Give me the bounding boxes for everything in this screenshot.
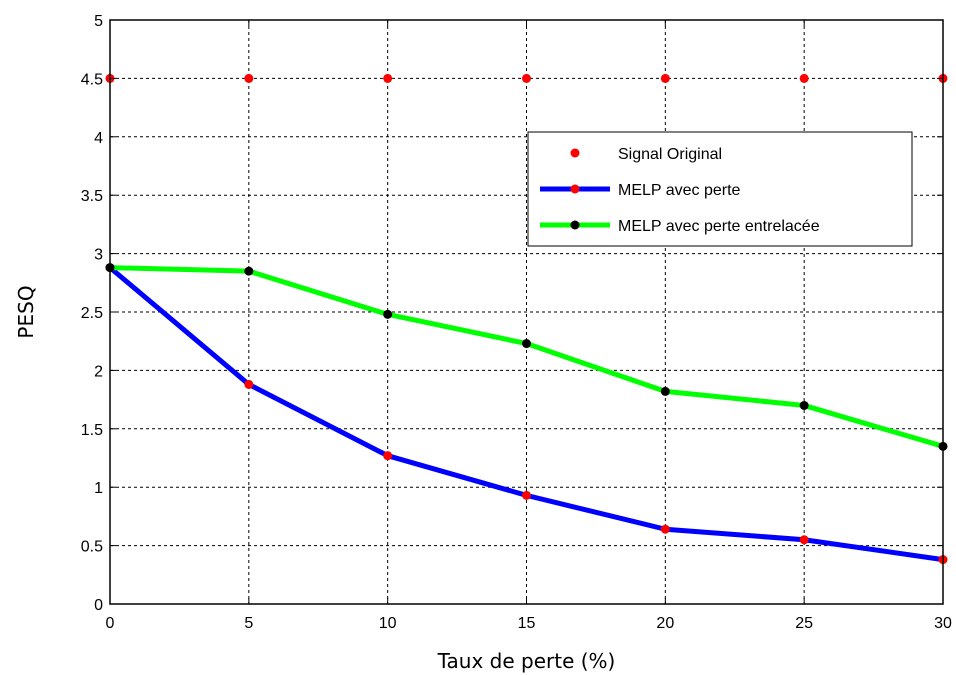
series-0 (105, 73, 948, 83)
data-point (522, 339, 531, 349)
data-point (244, 379, 254, 389)
y-tick-label: 1.5 (81, 422, 103, 439)
x-tick-label: 0 (106, 615, 115, 632)
y-tick-label: 2.5 (81, 305, 103, 322)
y-tick-label: 5 (94, 13, 103, 30)
legend-marker (570, 220, 580, 230)
legend-item: MELP avec perte (540, 182, 741, 199)
data-point (660, 386, 670, 396)
series-line (108, 265, 944, 563)
data-point (799, 535, 809, 545)
data-point (383, 309, 393, 319)
data-point (383, 451, 393, 461)
x-tick-label: 10 (379, 615, 397, 632)
y-tick-label: 0.5 (81, 539, 103, 556)
data-point (244, 73, 254, 83)
axis-ticks: 0 5 10 15 20 25 30 0 0.5 1 1.5 2 2.5 3 3.5 4 4.5 5 (81, 13, 952, 632)
data-point (522, 490, 531, 500)
x-tick-label: 5 (244, 615, 253, 632)
x-tick-label: 25 (795, 615, 813, 632)
legend-label: Signal Original (618, 146, 722, 163)
legend-item: MELP avec perte entrelacée (540, 218, 820, 235)
data-point (799, 400, 809, 410)
legend-marker (570, 148, 580, 158)
x-tick-label: 20 (656, 615, 674, 632)
data-point (660, 73, 670, 83)
data-point (244, 266, 254, 276)
grid-lines (110, 20, 943, 604)
y-tick-label: 3.5 (81, 188, 103, 205)
y-tick-label: 3 (94, 247, 103, 264)
y-tick-label: 4.5 (81, 71, 103, 88)
y-tick-label: 0 (94, 597, 103, 614)
x-axis-label: Taux de perte (%) (437, 649, 616, 673)
legend: Signal Original MELP avec perte MELP avec … (527, 131, 913, 247)
x-tick-label: 30 (934, 615, 952, 632)
legend-marker (570, 184, 580, 194)
legend-item: Signal Original (570, 146, 722, 163)
x-tick-label: 15 (518, 615, 536, 632)
data-point (799, 73, 809, 83)
data-point (522, 73, 531, 83)
y-axis-label: PESQ (14, 285, 38, 338)
y-tick-label: 1 (94, 480, 103, 497)
series-group (105, 73, 948, 565)
data-point (383, 73, 393, 83)
y-tick-label: 2 (94, 363, 103, 380)
legend-label: MELP avec perte (618, 182, 741, 199)
data-point (660, 524, 670, 534)
y-tick-label: 4 (94, 130, 103, 147)
legend-label: MELP avec perte entrelacée (618, 218, 820, 235)
